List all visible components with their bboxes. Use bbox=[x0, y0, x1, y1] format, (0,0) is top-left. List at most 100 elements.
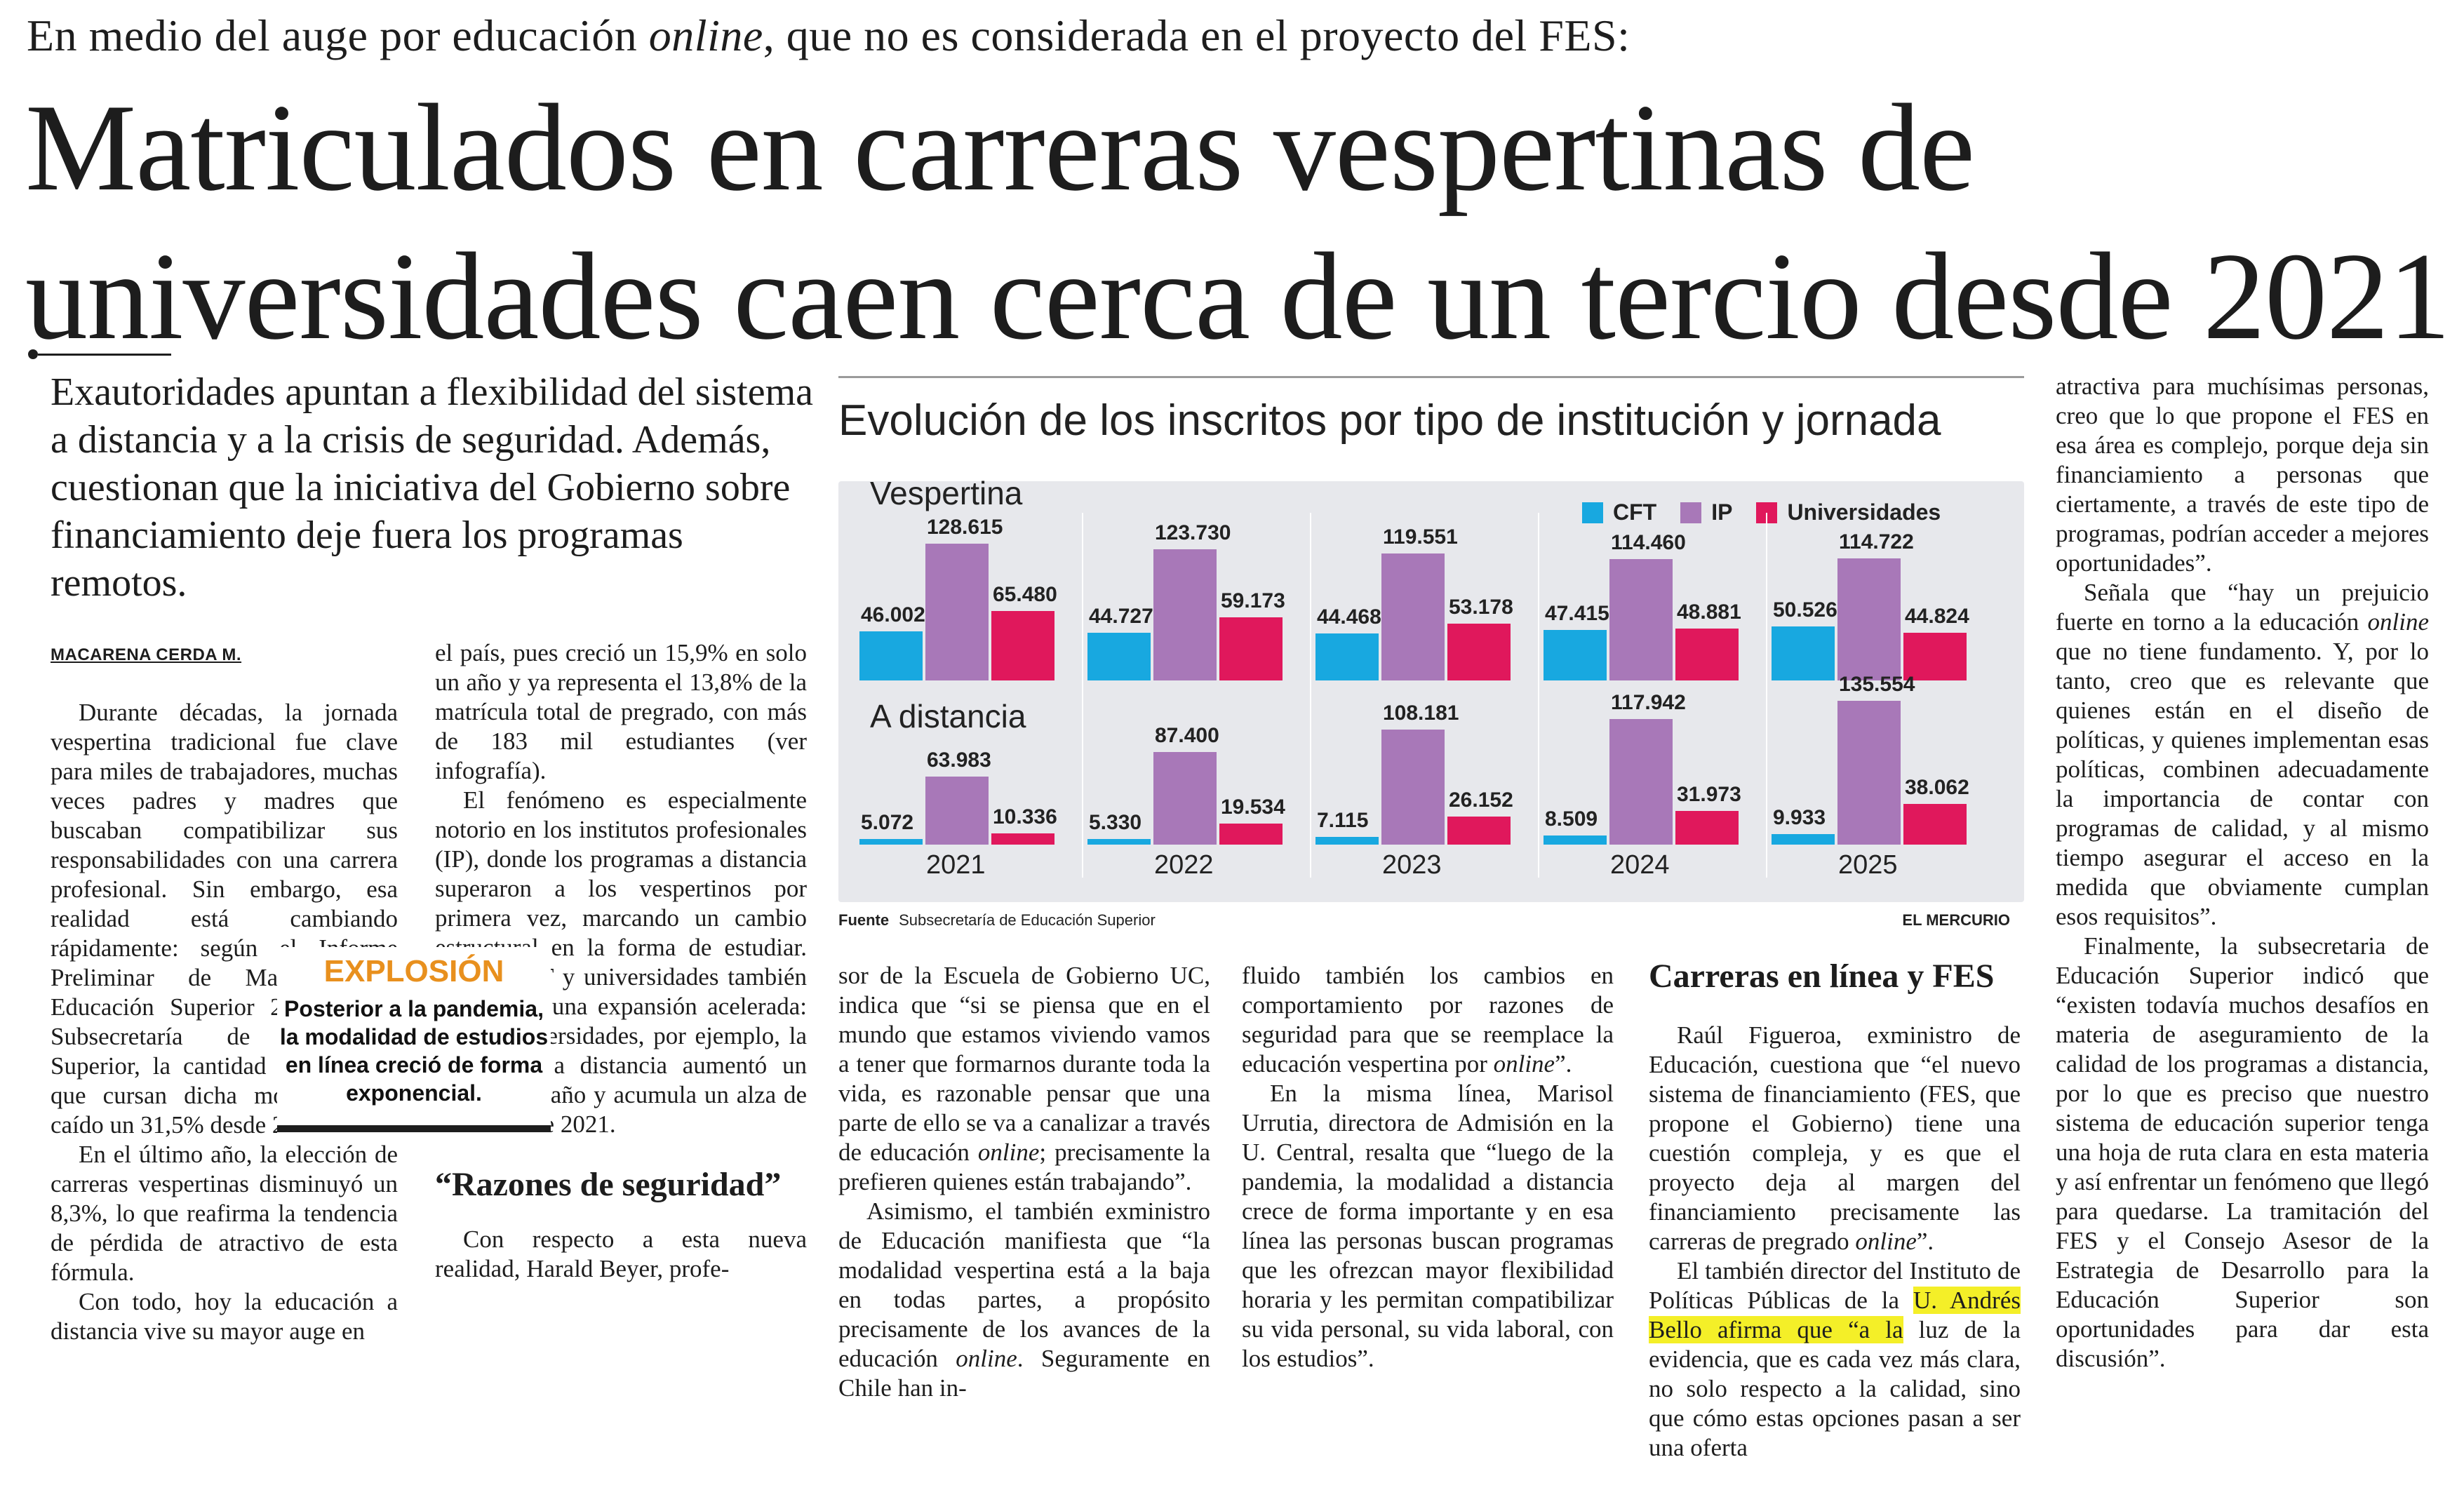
legend-swatch-ip bbox=[1680, 502, 1702, 523]
paragraph: Finalmente, la subsecretaria de Educació… bbox=[2056, 932, 2429, 1372]
year-label: 2023 bbox=[1382, 850, 1442, 880]
bar-a-distancia-ip-2023 bbox=[1381, 730, 1445, 845]
data-label: 10.336 bbox=[993, 805, 1057, 829]
year-label: 2022 bbox=[1154, 850, 1214, 880]
column-3: sor de la Escuela de Gobierno UC, indica… bbox=[838, 961, 1210, 1403]
paragraph: fluido también los cambios en comportami… bbox=[1242, 962, 1614, 1078]
column-6: atractiva para muchísimas personas, creo… bbox=[2056, 372, 2429, 1374]
bar-vespertina-universidades-2021 bbox=[991, 610, 1054, 680]
headline: Matriculados en carreras vespertinas de … bbox=[25, 78, 2451, 365]
data-label: 9.933 bbox=[1773, 805, 1826, 829]
data-label: 5.330 bbox=[1089, 810, 1142, 834]
data-label: 87.400 bbox=[1155, 723, 1219, 747]
data-label: 26.152 bbox=[1449, 788, 1513, 812]
data-label: 7.115 bbox=[1317, 809, 1369, 833]
bar-vespertina-cft-2024 bbox=[1544, 630, 1607, 680]
bar-vespertina-cft-2022 bbox=[1087, 633, 1151, 680]
chart-brand: EL MERCURIO bbox=[1902, 911, 2010, 929]
data-label: 119.551 bbox=[1383, 525, 1458, 549]
data-label: 123.730 bbox=[1155, 521, 1231, 544]
legend-item-universidades: Universidades bbox=[1756, 499, 1941, 525]
chart-source: Fuente Subsecretaría de Educación Superio… bbox=[838, 911, 1156, 929]
paragraph: Con respecto a esta nueva realidad, Hara… bbox=[435, 1226, 807, 1282]
paragraph: el país, pues creció un 15,9% en solo un… bbox=[435, 639, 807, 784]
data-label: 47.415 bbox=[1545, 602, 1609, 626]
callout-title: EXPLOSIÓN bbox=[323, 954, 504, 988]
bar-a-distancia-universidades-2025 bbox=[1903, 804, 1967, 845]
data-label: 50.526 bbox=[1773, 598, 1837, 622]
data-label: 117.942 bbox=[1611, 691, 1686, 715]
data-label: 44.468 bbox=[1317, 605, 1381, 629]
bar-a-distancia-universidades-2023 bbox=[1447, 817, 1511, 845]
bar-a-distancia-universidades-2022 bbox=[1219, 824, 1283, 845]
legend-item-ip: IP bbox=[1680, 499, 1732, 525]
data-label: 5.072 bbox=[861, 811, 914, 834]
chart-title: Evolución de los inscritos por tipo de i… bbox=[838, 396, 1941, 445]
paragraph: Asimismo, el también exministro de Educa… bbox=[838, 1197, 1210, 1402]
paragraph: Con todo, hoy la educación a distancia v… bbox=[51, 1288, 398, 1345]
subhead-carreras: Carreras en línea y FES bbox=[1649, 958, 1995, 995]
year-separator bbox=[1310, 513, 1311, 878]
data-label: 135.554 bbox=[1839, 672, 1915, 696]
kicker: En medio del auge por educación online, … bbox=[27, 11, 1631, 60]
bar-vespertina-universidades-2025 bbox=[1903, 633, 1967, 680]
bar-a-distancia-cft-2024 bbox=[1544, 835, 1607, 845]
callout-rule bbox=[277, 1125, 551, 1132]
data-label: 128.615 bbox=[927, 516, 1003, 539]
divider-line bbox=[38, 354, 171, 356]
data-label: 44.727 bbox=[1089, 605, 1153, 629]
paragraph: Señala que “hay un prejuicio fuerte en t… bbox=[2056, 579, 2429, 930]
bar-vespertina-ip-2022 bbox=[1153, 549, 1217, 680]
section-label-a-distancia: A distancia bbox=[870, 698, 1026, 734]
data-label: 38.062 bbox=[1905, 776, 1969, 800]
data-label: 114.722 bbox=[1839, 530, 1914, 554]
bar-a-distancia-ip-2021 bbox=[925, 777, 989, 845]
legend-item-cft: CFT bbox=[1582, 499, 1656, 525]
bar-vespertina-cft-2021 bbox=[859, 631, 923, 680]
subhead-razones: “Razones de seguridad” bbox=[435, 1166, 782, 1203]
paragraph: En la misma línea, Marisol Urrutia, dire… bbox=[1242, 1080, 1614, 1372]
bar-vespertina-ip-2023 bbox=[1381, 553, 1445, 680]
column-2: el país, pues creció un 15,9% en solo un… bbox=[435, 638, 807, 1284]
divider-dot bbox=[28, 349, 38, 359]
year-label: 2024 bbox=[1610, 850, 1670, 880]
bar-a-distancia-ip-2024 bbox=[1609, 719, 1673, 845]
bar-a-distancia-ip-2022 bbox=[1153, 751, 1217, 845]
chart-legend: CFT IP Universidades bbox=[1582, 499, 1941, 525]
deck: Exautoridades apuntan a flexibilidad del… bbox=[51, 370, 813, 605]
data-label: 53.178 bbox=[1449, 596, 1513, 619]
bar-a-distancia-ip-2025 bbox=[1837, 700, 1901, 845]
chart-top-rule bbox=[838, 376, 2024, 378]
data-label: 59.173 bbox=[1221, 589, 1285, 613]
paragraph: En el último año, la elección de carrera… bbox=[51, 1141, 398, 1286]
callout-body: Posterior a la pandemia, la modalidad de… bbox=[279, 996, 549, 1106]
byline: MACARENA CERDA M. bbox=[51, 645, 242, 664]
year-separator bbox=[1766, 513, 1767, 878]
data-label: 65.480 bbox=[993, 582, 1057, 606]
column-5: Carreras en línea y FES Raúl Figueroa, e… bbox=[1649, 958, 2021, 1463]
data-label: 114.460 bbox=[1611, 530, 1686, 554]
bar-vespertina-cft-2025 bbox=[1772, 626, 1835, 680]
section-label-vespertina: Vespertina bbox=[870, 475, 1023, 511]
data-label: 63.983 bbox=[927, 749, 991, 772]
year-label: 2025 bbox=[1838, 850, 1898, 880]
paragraph: El también director del Instituto de Pol… bbox=[1649, 1257, 2021, 1461]
year-label: 2021 bbox=[926, 850, 986, 880]
bar-vespertina-universidades-2022 bbox=[1219, 617, 1283, 680]
paragraph: sor de la Escuela de Gobierno UC, indica… bbox=[838, 962, 1210, 1195]
callout-box: EXPLOSIÓN Posterior a la pandemia, la mo… bbox=[277, 947, 551, 1134]
data-label: 108.181 bbox=[1383, 702, 1459, 725]
bar-vespertina-ip-2025 bbox=[1837, 558, 1901, 680]
data-label: 31.973 bbox=[1677, 782, 1741, 806]
column-4: fluido también los cambios en comportami… bbox=[1242, 961, 1614, 1374]
legend-swatch-cft bbox=[1582, 502, 1603, 523]
bar-a-distancia-cft-2022 bbox=[1087, 838, 1151, 845]
bar-vespertina-cft-2023 bbox=[1315, 633, 1379, 680]
bar-vespertina-ip-2021 bbox=[925, 544, 989, 680]
bar-vespertina-universidades-2024 bbox=[1675, 628, 1739, 680]
bar-a-distancia-universidades-2021 bbox=[991, 833, 1054, 845]
bar-a-distancia-cft-2021 bbox=[859, 839, 923, 845]
paragraph: Raúl Figueroa, exministro de Educación, … bbox=[1649, 1021, 2021, 1255]
bar-a-distancia-universidades-2024 bbox=[1675, 810, 1739, 845]
year-separator bbox=[1082, 513, 1083, 878]
